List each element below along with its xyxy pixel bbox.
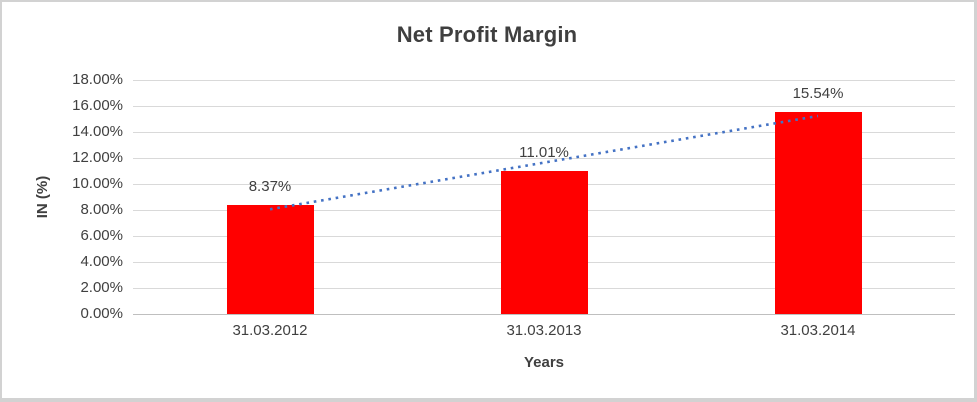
x-axis-title: Years (523, 354, 565, 371)
data-label: 15.54% (792, 84, 844, 102)
trendline (269, 114, 819, 211)
x-axis-line (133, 314, 955, 315)
data-label: 11.01% (519, 143, 569, 161)
x-tick-label: 31.03.2014 (780, 322, 856, 339)
data-label: 8.37% (248, 178, 292, 196)
y-tick-label: 2.00% (80, 279, 123, 296)
y-tick-label: 12.00% (72, 149, 123, 166)
gridline (133, 132, 955, 133)
y-tick-label: 8.00% (80, 201, 123, 218)
y-tick-label: 14.00% (72, 123, 123, 140)
x-tick-label: 31.03.2013 (506, 322, 582, 339)
bar-31.03.2014 (774, 111, 862, 314)
y-tick-label: 16.00% (72, 97, 123, 114)
y-tick-label: 10.00% (72, 175, 123, 192)
chart-title: Net Profit Margin (396, 22, 578, 47)
gridline (133, 106, 955, 107)
gridline (133, 158, 955, 159)
bar-31.03.2013 (500, 170, 588, 314)
y-tick-label: 18.00% (72, 71, 123, 88)
gridline (133, 80, 955, 81)
y-tick-label: 4.00% (80, 253, 123, 270)
y-tick-label: 6.00% (80, 227, 123, 244)
x-tick-label: 31.03.2012 (232, 322, 308, 339)
bar-31.03.2012 (226, 205, 314, 314)
y-tick-label: 0.00% (80, 305, 123, 322)
plot-area: 8.37% 11.01% 15.54% (133, 80, 955, 315)
